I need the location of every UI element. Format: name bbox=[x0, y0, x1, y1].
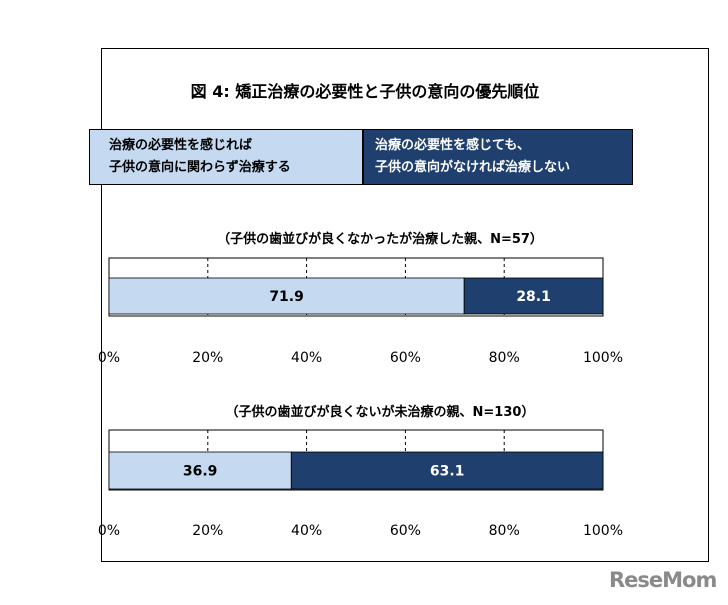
chart1-tick-label: 60% bbox=[390, 350, 421, 366]
chart2-bar-segment-1 bbox=[108, 451, 292, 490]
chart1-subtitle: （子供の歯並びが良くなかったが治療した親、N=57） bbox=[217, 232, 543, 247]
chart1-bar-segment-1 bbox=[108, 277, 465, 315]
legend-left-line1: 治療の必要性を感じれば bbox=[109, 138, 253, 153]
chart2-tick-label: 60% bbox=[390, 523, 421, 539]
legend-left-line2: 子供の意向に関わらず治療する bbox=[109, 160, 291, 175]
chart1-tick-label: 20% bbox=[192, 350, 223, 366]
chart2-data-label-2: 63.1 bbox=[430, 464, 465, 480]
chart1-bar-segment-2 bbox=[463, 277, 604, 315]
chart1-tick-label: 100% bbox=[583, 350, 623, 366]
chart2-tick-label: 100% bbox=[583, 523, 623, 539]
chart2-data-label-1: 36.9 bbox=[183, 464, 218, 480]
chart2-tick-label: 0% bbox=[98, 523, 120, 539]
chart2-subtitle: （子供の歯並びが良くないが未治療の親、N=130） bbox=[225, 405, 535, 420]
figure-title: 図 4: 矯正治療の必要性と子供の意向の優先順位 bbox=[190, 82, 540, 101]
legend-right-line2: 子供の意向がなければ治療しない bbox=[375, 160, 571, 175]
legend-right-line1: 治療の必要性を感じても、 bbox=[375, 138, 530, 153]
chart1-tick-label: 80% bbox=[489, 350, 520, 366]
chart2-tick-label: 80% bbox=[489, 523, 520, 539]
chart2-bar-segment-2 bbox=[290, 451, 604, 490]
chart2-tick-label: 40% bbox=[291, 523, 322, 539]
chart-frame bbox=[101, 48, 709, 562]
resemom-logo: ReseMom bbox=[609, 568, 717, 592]
chart1-data-label-1: 71.9 bbox=[269, 289, 304, 305]
legend-treat-regardless: 治療の必要性を感じれば 子供の意向に関わらず治療する bbox=[89, 129, 363, 185]
chart1-tick-label: 40% bbox=[291, 350, 322, 366]
legend-not-treat-without-consent: 治療の必要性を感じても、 子供の意向がなければ治療しない bbox=[363, 129, 633, 185]
chart2-tick-label: 20% bbox=[192, 523, 223, 539]
chart1-data-label-2: 28.1 bbox=[516, 289, 551, 305]
chart1-tick-label: 0% bbox=[98, 350, 120, 366]
